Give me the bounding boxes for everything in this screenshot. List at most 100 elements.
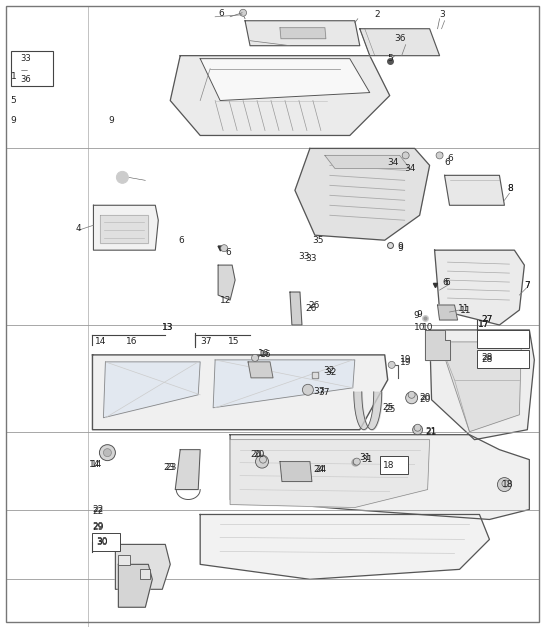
Circle shape [436,152,443,159]
Text: 24: 24 [313,465,324,474]
Text: 6: 6 [445,278,450,286]
Polygon shape [440,342,522,431]
Text: 18: 18 [383,461,394,470]
Text: 3: 3 [440,10,445,19]
Text: 6: 6 [178,236,184,245]
Text: 25: 25 [383,403,394,412]
Polygon shape [116,544,170,589]
Text: 28: 28 [481,354,493,362]
Text: 31: 31 [362,455,373,464]
Polygon shape [118,565,152,607]
Text: 7: 7 [524,281,530,290]
Text: 37: 37 [313,387,324,396]
Text: 23: 23 [164,463,174,472]
Text: 14: 14 [95,337,107,347]
Text: 34: 34 [387,158,399,167]
Text: 5: 5 [11,96,16,105]
Text: 8: 8 [507,184,513,193]
Text: 9: 9 [398,244,403,252]
Text: 29: 29 [93,523,104,532]
Text: 37: 37 [200,337,211,347]
Text: 28: 28 [481,355,493,364]
Text: 31: 31 [360,453,371,462]
Polygon shape [200,58,370,100]
Text: 27: 27 [481,315,493,325]
Text: 9: 9 [398,242,403,251]
Circle shape [408,391,415,398]
Circle shape [402,152,409,159]
Text: 26: 26 [308,301,319,310]
Polygon shape [325,155,410,168]
Text: 22: 22 [93,507,104,516]
Text: 22: 22 [93,505,104,514]
Polygon shape [175,450,200,490]
Polygon shape [295,148,429,240]
Polygon shape [434,250,524,325]
Text: 14: 14 [90,460,102,469]
Polygon shape [200,514,489,579]
Bar [477,350,529,368]
Text: 20: 20 [420,393,431,403]
Text: 9: 9 [11,116,16,125]
Text: —: — [21,68,28,73]
Text: 11: 11 [457,303,469,313]
Text: 10: 10 [422,323,433,332]
Text: 9: 9 [108,116,114,125]
Text: 12: 12 [220,296,232,305]
Polygon shape [213,360,355,408]
Polygon shape [230,440,429,507]
Polygon shape [425,330,450,360]
Circle shape [117,171,129,183]
Text: 6: 6 [443,278,449,286]
Polygon shape [93,205,158,250]
Text: 36: 36 [395,34,406,43]
Polygon shape [230,435,529,519]
Text: 25: 25 [385,405,396,414]
Circle shape [405,392,417,404]
Text: 5: 5 [387,54,393,63]
Text: 32: 32 [325,369,336,377]
Polygon shape [280,462,312,482]
Text: 16: 16 [260,350,271,359]
Polygon shape [104,362,200,418]
Text: 15: 15 [228,337,240,347]
Polygon shape [170,56,390,136]
Text: 33: 33 [21,53,32,63]
Circle shape [302,384,313,395]
Text: 6: 6 [445,158,450,167]
Text: 6: 6 [225,247,231,257]
Polygon shape [360,29,440,56]
Text: 19: 19 [399,359,411,367]
Text: 36: 36 [21,75,32,84]
Circle shape [240,9,246,16]
Text: 17: 17 [477,320,489,330]
Text: 24: 24 [315,465,326,474]
Text: 30: 30 [96,538,108,547]
Polygon shape [100,215,148,243]
Text: 29: 29 [93,522,104,531]
Text: 1: 1 [11,72,16,81]
Text: 21: 21 [426,428,437,437]
Text: 23: 23 [165,463,177,472]
Text: 13: 13 [162,323,174,332]
Polygon shape [429,330,534,440]
Polygon shape [93,355,387,430]
Text: 32: 32 [323,366,334,376]
Text: 33: 33 [298,252,310,261]
Text: 33: 33 [305,254,317,263]
Text: 30: 30 [96,537,108,546]
Text: 4: 4 [76,224,81,233]
Text: 10: 10 [414,323,425,332]
Bar [477,330,529,348]
Text: 19: 19 [399,355,411,364]
Text: 9: 9 [416,310,422,320]
Text: 2: 2 [375,10,380,19]
Text: 13: 13 [162,323,174,332]
Text: 20: 20 [253,450,264,459]
Text: 7: 7 [524,281,530,290]
Polygon shape [248,362,273,378]
Text: 35: 35 [312,236,323,245]
Polygon shape [290,292,302,325]
Polygon shape [445,175,505,205]
Text: 26: 26 [305,303,316,313]
